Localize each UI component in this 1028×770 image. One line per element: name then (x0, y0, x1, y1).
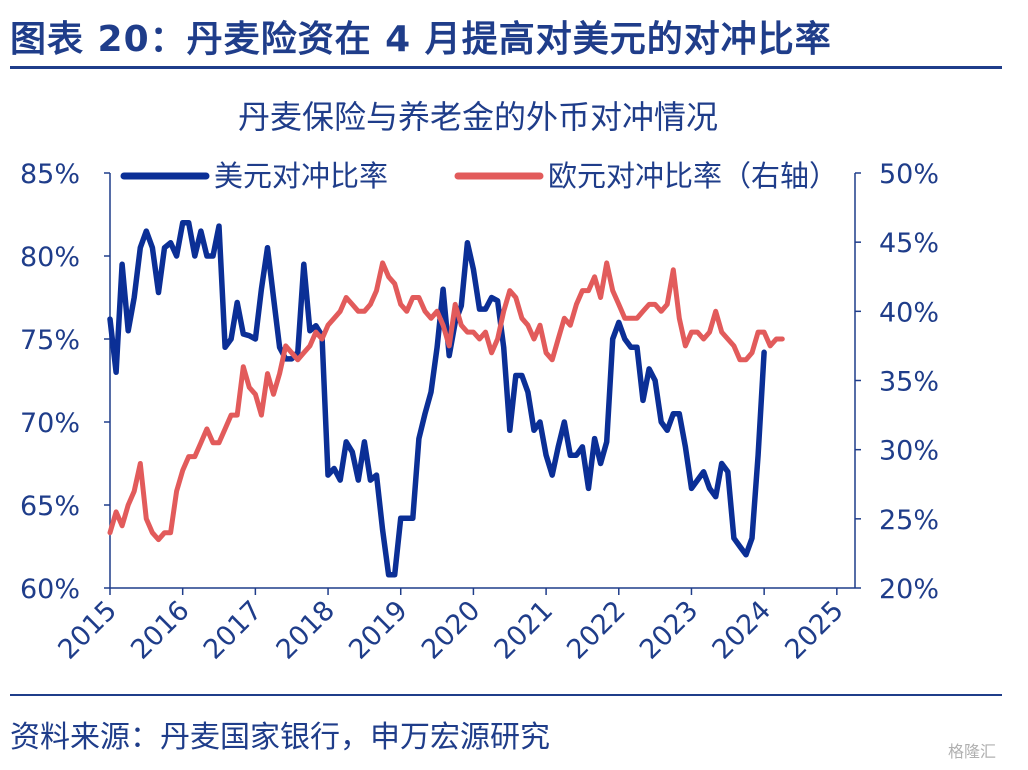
x-tick-label: 2025 (779, 595, 850, 666)
y-left-tick-label: 60% (20, 574, 80, 605)
y-right-tick-label: 50% (879, 159, 939, 190)
x-tick-label: 2015 (52, 595, 123, 666)
x-tick-label: 2022 (561, 595, 632, 666)
series-line-eur (107, 260, 785, 543)
hedge-ratio-chart: 丹麦保险与养老金的外币对冲情况 60% 65% 70% 75% 80% 85% 20% 25… (20, 98, 939, 666)
x-tick-label: 2024 (707, 595, 778, 666)
x-tick-label: 2021 (489, 595, 560, 666)
y-left-tick-label: 75% (20, 325, 80, 356)
y-right-tick-label: 45% (879, 228, 939, 259)
figure-title: 图表 20：丹麦险资在 4 月提高对美元的对冲比率 (10, 19, 832, 60)
x-axis-labels: 2015 2016 2017 2018 2019 2020 2021 2022 2023 2024… (52, 595, 849, 666)
axes (104, 172, 861, 595)
chart-title: 丹麦保险与养老金的外币对冲情况 (238, 98, 718, 136)
legend-label-usd: 美元对冲比率 (214, 159, 388, 193)
y-right-tick-label: 35% (879, 367, 939, 398)
y-left-tick-label: 80% (20, 242, 80, 273)
y-axis-right-labels: 20% 25% 30% 35% 40% 45% 50% (879, 159, 939, 605)
series-line-usd (107, 220, 767, 578)
y-axis-left-labels: 60% 65% 70% 75% 80% 85% (20, 159, 80, 605)
y-right-tick-label: 25% (879, 505, 939, 536)
x-tick-label: 2019 (343, 595, 414, 666)
series-lines (107, 220, 785, 578)
watermark: 格隆汇 (948, 742, 997, 761)
x-tick-label: 2017 (198, 595, 269, 666)
legend: 美元对冲比率 欧元对冲比率（右轴） (120, 159, 838, 193)
footer-divider (10, 694, 1002, 696)
x-tick-label: 2016 (125, 595, 196, 666)
y-left-tick-label: 85% (20, 159, 80, 190)
title-divider (10, 66, 1002, 69)
x-tick-label: 2023 (634, 595, 705, 666)
x-tick-label: 2020 (416, 595, 487, 666)
y-left-tick-label: 70% (20, 408, 80, 439)
y-right-tick-label: 40% (879, 297, 939, 328)
x-tick-label: 2018 (270, 595, 341, 666)
y-right-tick-label: 30% (879, 436, 939, 467)
y-right-tick-label: 20% (879, 574, 939, 605)
legend-label-eur: 欧元对冲比率（右轴） (548, 159, 838, 193)
y-left-tick-label: 65% (20, 491, 80, 522)
source-note: 资料来源：丹麦国家银行，申万宏源研究 (10, 720, 550, 755)
